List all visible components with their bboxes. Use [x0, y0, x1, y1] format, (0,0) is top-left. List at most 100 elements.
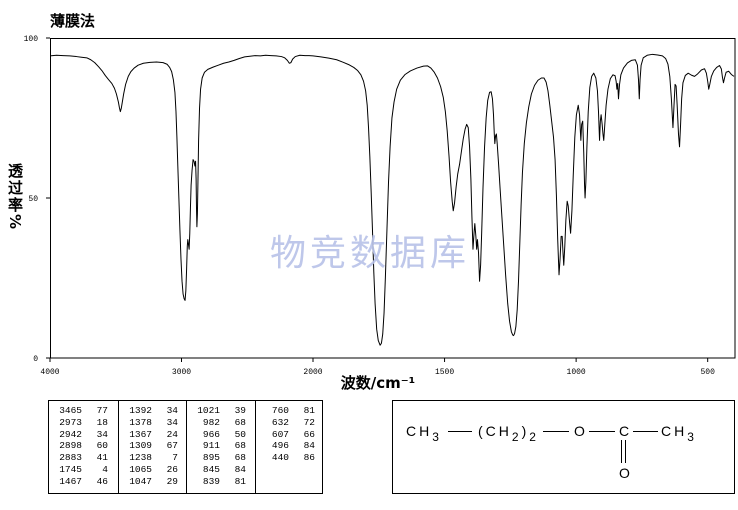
peak-row: 2973 18 — [49, 417, 117, 429]
peak-wavenumber: 966 — [202, 428, 220, 440]
peak-transmittance: 77 — [96, 405, 108, 416]
peak-transmittance: 84 — [234, 464, 246, 475]
peak-row: 982 68 — [187, 417, 255, 429]
peak-row: 1065 26 — [119, 464, 187, 476]
peak-wavenumber: 895 — [202, 452, 220, 464]
x-tick-label: 3000 — [172, 368, 191, 377]
y-tick-label: 100 — [24, 35, 39, 44]
single-bond — [543, 431, 569, 432]
peak-wavenumber: 632 — [271, 416, 289, 428]
peak-wavenumber: 760 — [271, 405, 289, 416]
methyl-group-left: CH3 — [406, 423, 442, 444]
peak-row: 845 84 — [187, 464, 255, 476]
peak-row: 1467 46 — [49, 476, 117, 488]
atom-label: CH — [661, 423, 688, 439]
peak-transmittance: 72 — [303, 416, 315, 428]
peak-wavenumber: 2898 — [59, 440, 82, 452]
peak-transmittance: 60 — [96, 440, 108, 452]
bracket-close: ) — [521, 423, 530, 439]
peak-row: 3465 77 — [49, 405, 117, 417]
peak-transmittance: 34 — [166, 416, 178, 428]
x-tick-label: 1000 — [567, 368, 586, 377]
peak-row: 607 66 — [256, 429, 324, 441]
carbonyl-oxygen: O — [619, 465, 633, 481]
methylene-chain: (CH2)2 — [478, 423, 539, 444]
peak-transmittance: 29 — [166, 475, 178, 487]
carbonyl-carbon: C — [619, 423, 633, 439]
atom-label: (CH — [478, 423, 512, 439]
peak-row: 2942 34 — [49, 429, 117, 441]
peak-transmittance: 41 — [96, 452, 108, 464]
peak-wavenumber: 1238 — [129, 452, 152, 464]
peak-wavenumber: 440 — [271, 452, 289, 464]
peak-row: 1392 34 — [119, 405, 187, 417]
peak-transmittance: 81 — [234, 475, 246, 487]
peak-wavenumber: 2883 — [59, 452, 82, 464]
peak-wavenumber: 839 — [202, 475, 220, 487]
peak-wavenumber: 1047 — [129, 475, 152, 487]
peak-wavenumber: 845 — [202, 464, 220, 475]
repeat-count: 2 — [529, 430, 539, 444]
subscript: 3 — [432, 430, 442, 444]
peak-row: 440 86 — [256, 452, 324, 464]
double-bond-line — [625, 440, 626, 463]
peak-row: 895 68 — [187, 452, 255, 464]
peak-wavenumber: 982 — [202, 416, 220, 428]
peak-row: 760 81 — [256, 405, 324, 417]
peak-transmittance: 4 — [102, 464, 108, 475]
x-axis-label: 波数/cm⁻¹ — [340, 374, 416, 392]
peak-transmittance: 24 — [166, 428, 178, 440]
methyl-group-right: CH3 — [661, 423, 697, 444]
peak-wavenumber: 1367 — [129, 428, 152, 440]
structure-formula: CH3 (CH2)2 O C CH3 O — [392, 400, 735, 494]
peak-row: 1367 24 — [119, 429, 187, 441]
peak-row: 632 72 — [256, 417, 324, 429]
peak-wavenumber: 1745 — [59, 464, 82, 475]
peak-row: 1309 67 — [119, 440, 187, 452]
peak-wavenumber: 1309 — [129, 440, 152, 452]
peak-row: 1047 29 — [119, 476, 187, 488]
chart-title: 薄膜法 — [50, 12, 96, 30]
peak-row: 496 84 — [256, 440, 324, 452]
peak-wavenumber: 911 — [202, 440, 220, 452]
x-tick-label: 1500 — [435, 368, 454, 377]
peak-wavenumber: 1021 — [197, 405, 220, 416]
peak-row: 1021 39 — [187, 405, 255, 417]
peak-transmittance: 7 — [172, 452, 178, 464]
peak-transmittance: 86 — [303, 452, 315, 464]
peak-table: 3465 77 2973 18 2942 34 2898 60 2883 41 1745 4 1467 4… — [48, 400, 323, 494]
single-bond — [589, 431, 615, 432]
single-bond — [448, 431, 472, 432]
spectrum-line — [49, 53, 735, 346]
double-bond-line — [621, 440, 622, 463]
peak-wavenumber: 607 — [271, 428, 289, 440]
y-tick-label: 0 — [33, 355, 38, 364]
y-tick-label: 50 — [28, 195, 38, 204]
atom-label: CH — [406, 423, 433, 439]
x-tick-label: 4000 — [40, 368, 59, 377]
x-tick-label: 2000 — [303, 368, 322, 377]
single-bond — [633, 431, 658, 432]
peak-wavenumber: 2942 — [59, 428, 82, 440]
peak-column: 1021 39 982 68 966 50 911 68 895 68 845 84 839 81 — [186, 401, 254, 493]
peak-transmittance: 68 — [234, 440, 246, 452]
peak-transmittance: 34 — [166, 405, 178, 416]
peak-column: 3465 77 2973 18 2942 34 2898 60 2883 41 1745 4 1467 4… — [49, 401, 117, 493]
subscript: 3 — [687, 430, 697, 444]
peak-wavenumber: 1065 — [129, 464, 152, 475]
peak-transmittance: 68 — [234, 452, 246, 464]
peak-transmittance: 66 — [303, 428, 315, 440]
peak-transmittance: 39 — [234, 405, 246, 416]
y-axis-label: 透过率% — [6, 163, 24, 232]
peak-column: 760 81 632 72 607 66 496 84 440 86 — [255, 401, 323, 493]
x-tick-label: 500 — [700, 368, 715, 377]
x-axis-ticks: 4000 3000 2000 1500 1000 500 — [40, 358, 715, 377]
peak-transmittance: 34 — [96, 428, 108, 440]
subscript: 2 — [511, 430, 522, 444]
peak-row: 1238 7 — [119, 452, 187, 464]
peak-row: 2883 41 — [49, 452, 117, 464]
peak-transmittance: 81 — [303, 405, 315, 416]
peak-row: 966 50 — [187, 429, 255, 441]
plot-frame — [50, 38, 736, 359]
peak-row: 911 68 — [187, 440, 255, 452]
